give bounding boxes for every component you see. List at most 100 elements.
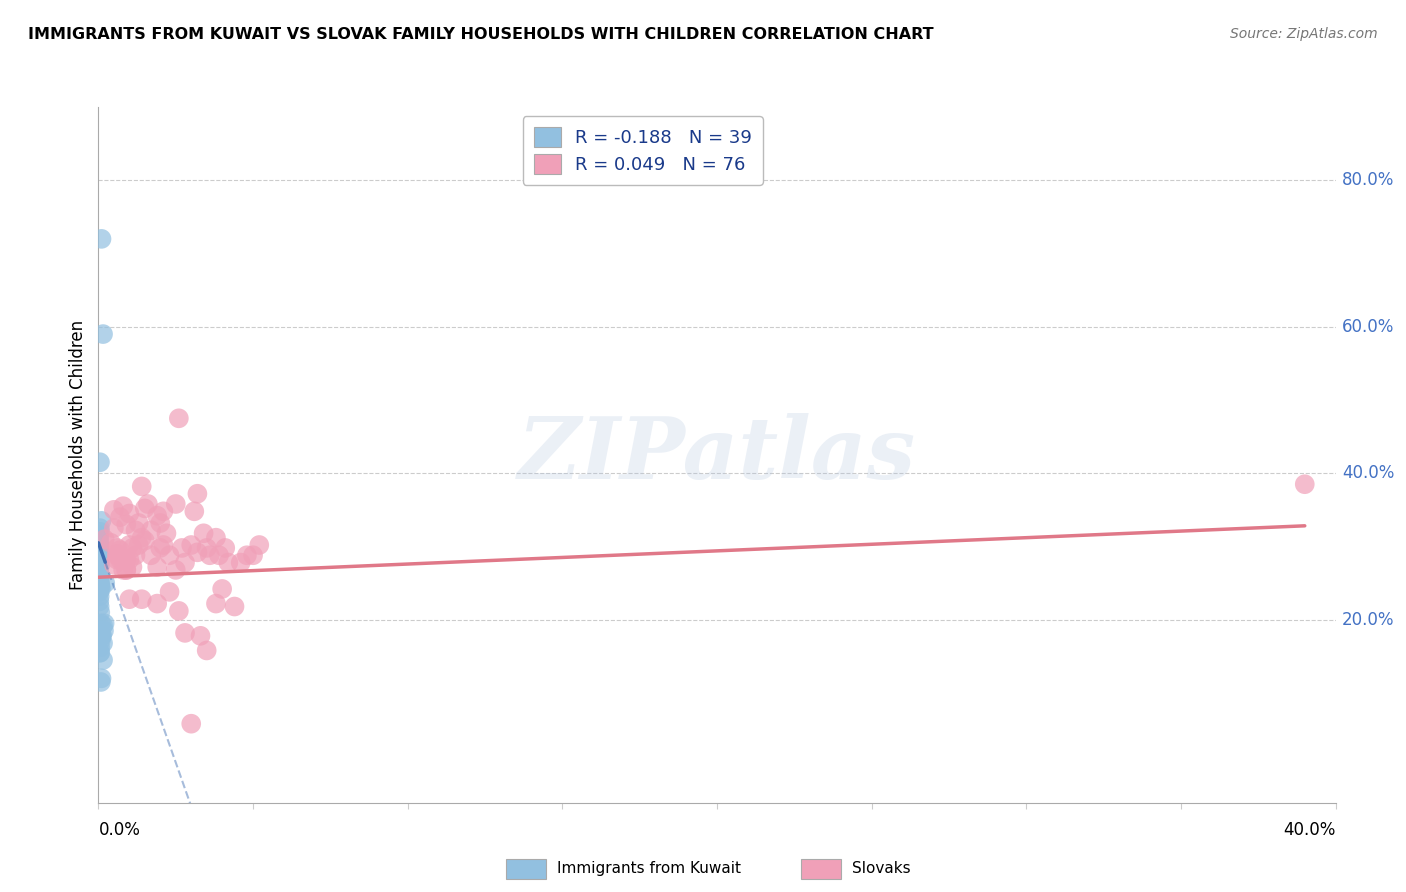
Text: ZIPatlas: ZIPatlas xyxy=(517,413,917,497)
Point xyxy=(190,629,212,643)
Text: Slovaks: Slovaks xyxy=(852,862,911,876)
Point xyxy=(90,514,112,528)
Point xyxy=(174,626,197,640)
Text: 0.0%: 0.0% xyxy=(98,822,141,839)
Point xyxy=(128,538,150,552)
Point xyxy=(159,548,181,562)
Point xyxy=(134,501,156,516)
Point xyxy=(87,538,110,552)
Point xyxy=(195,541,218,555)
Point xyxy=(89,606,111,620)
Point xyxy=(118,538,141,552)
Point xyxy=(165,563,187,577)
Point xyxy=(180,716,202,731)
Point xyxy=(1294,477,1316,491)
Point xyxy=(87,551,110,566)
Text: IMMIGRANTS FROM KUWAIT VS SLOVAK FAMILY HOUSEHOLDS WITH CHILDREN CORRELATION CHA: IMMIGRANTS FROM KUWAIT VS SLOVAK FAMILY … xyxy=(28,27,934,42)
Point xyxy=(89,554,111,568)
Point xyxy=(165,497,187,511)
Point xyxy=(229,556,252,570)
Text: 20.0%: 20.0% xyxy=(1341,611,1395,629)
Point xyxy=(183,504,205,518)
Point xyxy=(121,560,143,574)
Point xyxy=(146,508,169,523)
Point xyxy=(91,653,114,667)
Point xyxy=(103,558,125,572)
Point xyxy=(89,558,111,572)
Point xyxy=(124,524,146,538)
Point xyxy=(108,510,131,524)
Point xyxy=(115,517,138,532)
Point xyxy=(91,636,114,650)
Point xyxy=(89,570,111,584)
Point xyxy=(208,548,231,562)
Point xyxy=(136,497,159,511)
Point xyxy=(149,516,172,530)
Point xyxy=(93,624,115,638)
Point xyxy=(115,563,138,577)
Point xyxy=(105,541,128,555)
Point xyxy=(108,543,131,558)
Point xyxy=(91,618,114,632)
Point xyxy=(139,524,162,538)
Point xyxy=(89,589,111,603)
Point xyxy=(186,545,208,559)
Point xyxy=(89,540,111,554)
Point xyxy=(90,232,112,246)
Point xyxy=(90,580,112,594)
Point xyxy=(105,547,128,561)
Point xyxy=(87,533,110,548)
Point xyxy=(89,574,111,589)
Point xyxy=(89,556,111,570)
Point xyxy=(198,548,221,562)
Point xyxy=(159,585,181,599)
Point xyxy=(90,629,112,643)
Point xyxy=(236,548,259,562)
Point xyxy=(93,616,115,631)
Point xyxy=(139,548,162,562)
Point xyxy=(89,567,111,582)
Point xyxy=(108,552,131,566)
Point xyxy=(174,556,197,570)
Point xyxy=(103,503,125,517)
Point xyxy=(87,531,110,545)
Point xyxy=(89,577,111,591)
Point xyxy=(214,541,236,555)
Point xyxy=(217,556,239,570)
Point xyxy=(90,633,112,648)
Point xyxy=(89,627,111,641)
Point xyxy=(89,594,111,608)
Point xyxy=(242,548,264,562)
Point xyxy=(89,549,111,564)
Point xyxy=(131,592,153,607)
Point xyxy=(152,538,174,552)
Point xyxy=(89,585,111,599)
Text: 40.0%: 40.0% xyxy=(1284,822,1336,839)
Point xyxy=(87,545,110,559)
Point xyxy=(131,479,153,493)
Point xyxy=(90,582,112,596)
Point xyxy=(91,629,114,643)
Point xyxy=(193,526,215,541)
Point xyxy=(121,541,143,555)
Text: Source: ZipAtlas.com: Source: ZipAtlas.com xyxy=(1230,27,1378,41)
Point xyxy=(146,560,169,574)
Point xyxy=(118,592,141,607)
Point xyxy=(167,411,190,425)
Point xyxy=(152,504,174,518)
Point xyxy=(89,599,111,614)
Point xyxy=(103,521,125,535)
Point xyxy=(89,552,111,566)
Text: 60.0%: 60.0% xyxy=(1341,318,1395,335)
Legend: R = -0.188   N = 39, R = 0.049   N = 76: R = -0.188 N = 39, R = 0.049 N = 76 xyxy=(523,116,763,185)
Point xyxy=(112,499,135,513)
Point xyxy=(87,528,110,542)
Point xyxy=(94,576,117,591)
Y-axis label: Family Households with Children: Family Households with Children xyxy=(69,320,87,590)
Point xyxy=(89,646,111,660)
Point xyxy=(100,536,122,550)
Point xyxy=(112,563,135,577)
Point xyxy=(118,552,141,566)
Point xyxy=(87,548,110,562)
Point xyxy=(89,536,111,550)
